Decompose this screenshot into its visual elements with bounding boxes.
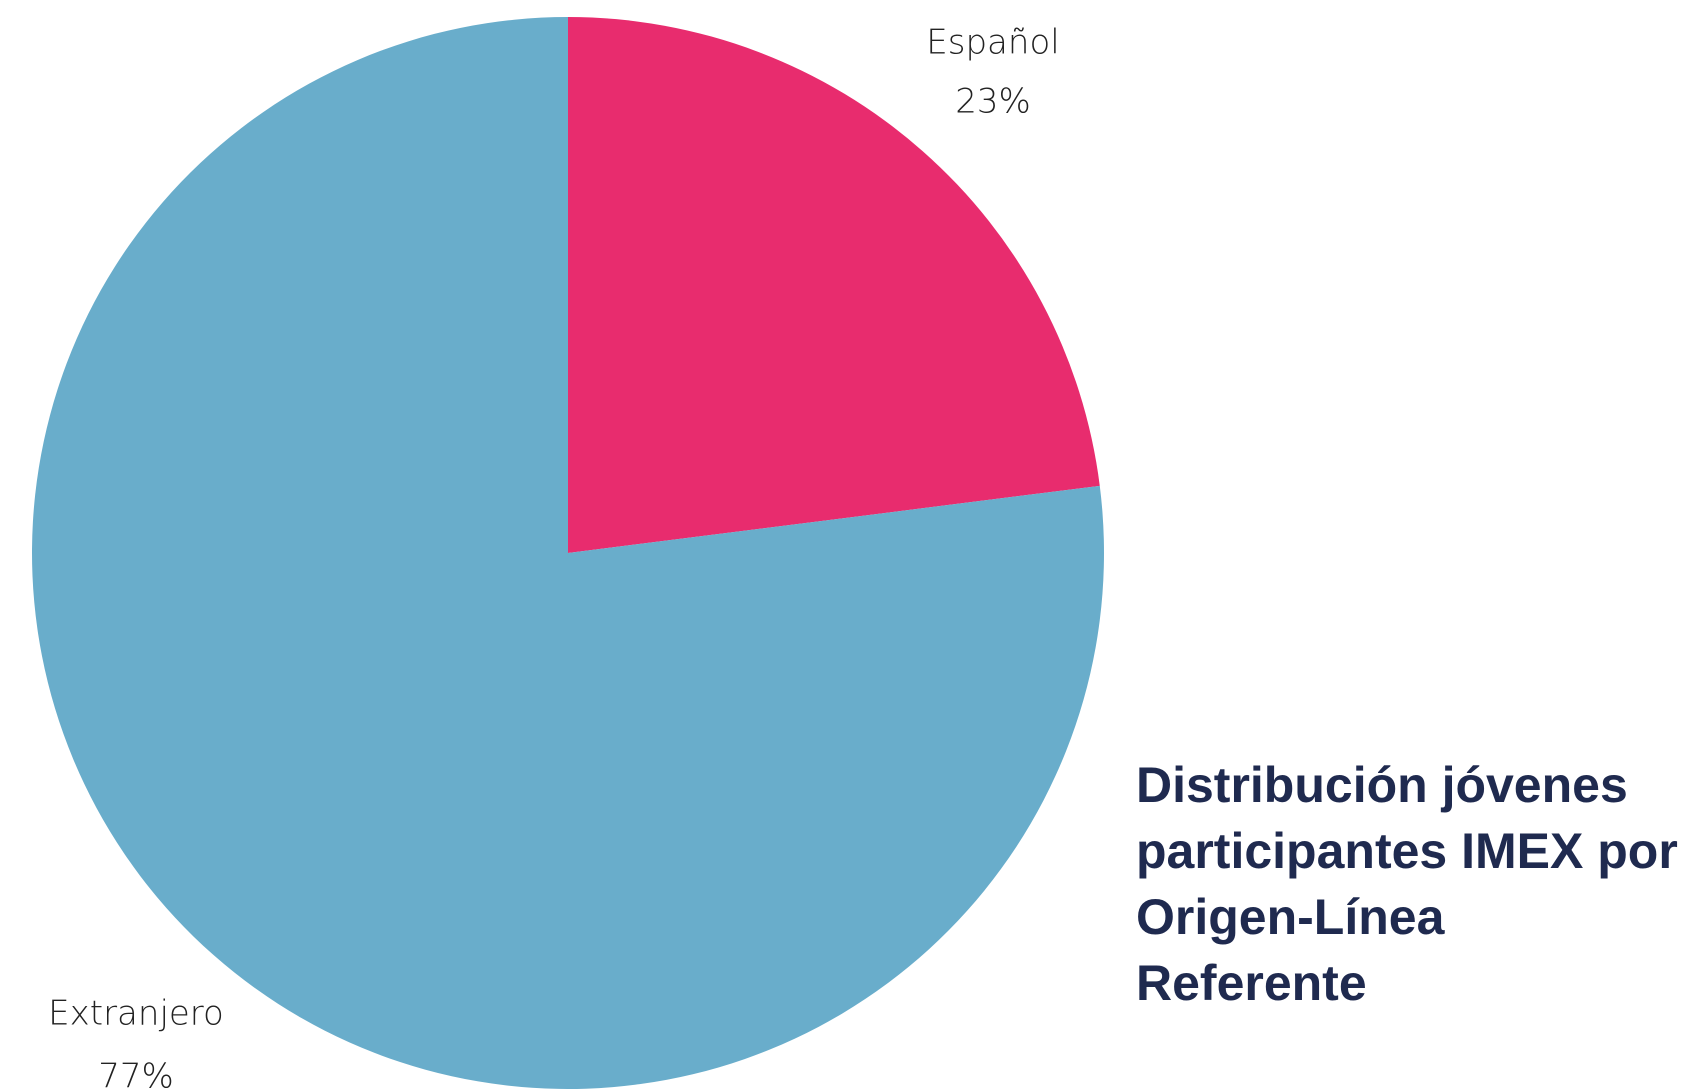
slice-value-label: 23%: [955, 82, 1031, 122]
pie-slice: [568, 17, 1100, 553]
chart-title: Distribución jóvenes participantes IMEX …: [1136, 757, 1678, 1011]
slice-value-label: 77%: [98, 1057, 174, 1092]
slice-label: Extranjero: [48, 994, 224, 1034]
pie-slice: [31, 17, 1104, 1089]
slice-label: Español: [926, 23, 1059, 63]
